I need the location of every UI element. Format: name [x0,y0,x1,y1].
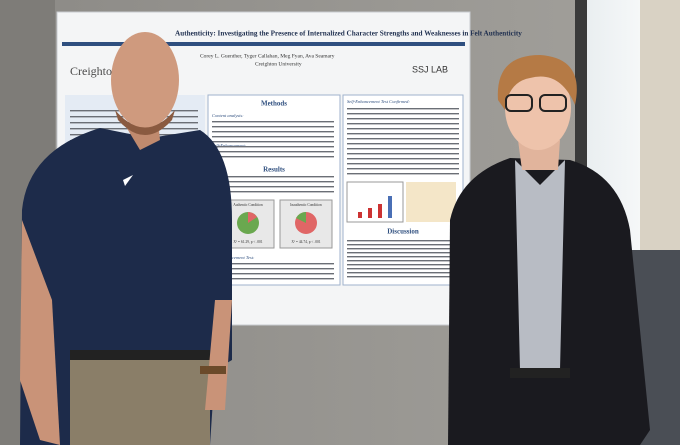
section-heading: Discussion [387,228,419,236]
text-line [212,263,334,265]
section-heading: Results [263,166,285,174]
text-line [347,118,459,120]
text-line [212,176,334,178]
text-line [347,264,459,266]
text-line [347,256,459,258]
text-line [212,151,334,153]
text-line [347,128,459,130]
text-line [212,131,334,133]
text-line [347,240,459,242]
poster-title: Authenticity: Investigating the Presence… [175,30,522,38]
text-line [347,113,459,115]
text-line [347,158,459,160]
subheading: Self-Enhancement Test: [212,255,255,260]
figure-bar [368,208,372,218]
figure-bar [388,196,392,218]
text-line [347,244,459,246]
poster-authors: Corey L. Guenther, Tyger Callahan, Meg F… [200,53,335,59]
logo-mark [123,175,133,186]
person-arm [20,220,60,445]
text-line [347,248,459,250]
figure-bar [358,212,362,218]
section-heading: Methods [261,100,287,108]
text-line [212,126,334,128]
figure-caption-box [406,182,456,222]
person-head [111,32,179,128]
text-line [347,153,459,155]
figure-bar [378,204,382,218]
curtain [640,0,680,290]
pie-slice [248,212,257,223]
text-line [347,138,459,140]
text-line [347,173,459,175]
pie-slice [296,211,306,223]
logo-left: Creighton [70,64,118,78]
text-line [212,136,334,138]
text-line [212,268,334,270]
text-line [347,143,459,145]
text-line [212,273,334,275]
text-line [212,186,334,188]
belt [510,368,570,378]
text-line [347,123,459,125]
chart-label: Authentic Condition [233,203,263,207]
text-line [347,133,459,135]
chart-stat: X² = 61.29, p < .001 [233,240,262,245]
person-shirt [515,160,565,370]
text-line [347,148,459,150]
person-hair [497,55,577,110]
person-arm [205,300,232,410]
text-line [347,268,459,270]
text-line [347,108,459,110]
subheading: Self-Enhancement Test Confirmed: [347,99,410,104]
text-line [347,276,459,278]
chart-stat: X² = 44.74, p < .001 [291,240,320,245]
beard [115,110,175,135]
belt [70,350,210,360]
person-pants [70,350,210,445]
text-line [347,260,459,262]
poster-affiliation: Creighton University [255,61,302,67]
person-head [505,66,571,150]
text-line [347,163,459,165]
glasses [539,94,567,112]
text-line [212,141,334,143]
subheading: Self-Enhancement: [212,143,247,148]
subheading: Content analysis: [212,113,244,118]
text-line [212,278,334,280]
text-line [212,156,334,158]
figure [346,181,404,223]
text-line [347,252,459,254]
text-line [212,191,334,193]
logo-right: SSJ LAB [412,64,448,74]
text-line [347,168,459,170]
chart-label: Inauthentic Condition [290,203,322,207]
text-line [212,121,334,123]
watch [200,366,226,374]
poster-rule [62,42,465,46]
text-line [212,146,334,148]
glasses [505,94,533,112]
text-line [347,272,459,274]
text-line [212,181,334,183]
